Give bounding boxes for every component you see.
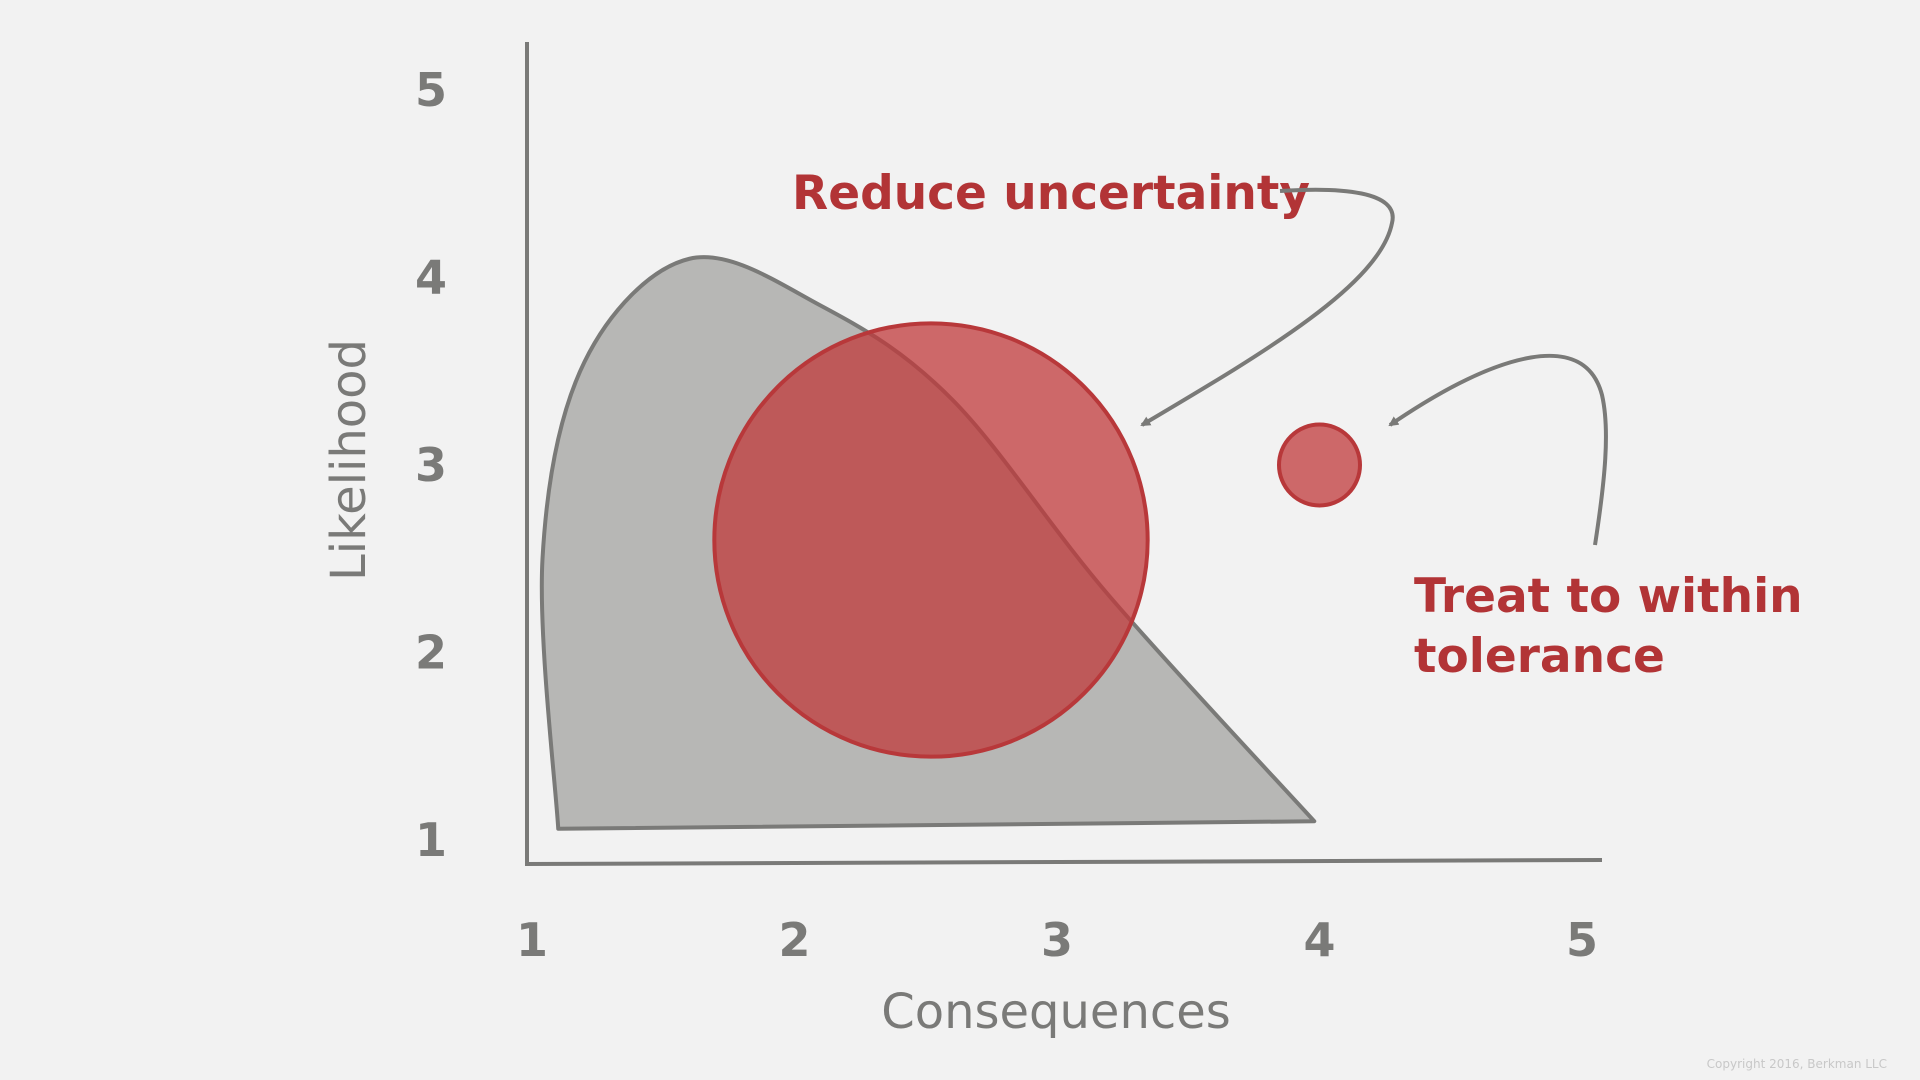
small-risk-bubble — [1277, 422, 1362, 508]
x-axis-line — [524, 858, 1603, 866]
x-tick-label: 4 — [1303, 913, 1335, 967]
y-tick-label: 2 — [415, 626, 447, 680]
large-risk-bubble — [712, 321, 1150, 759]
arrow-reduce-uncertainty — [1140, 187, 1395, 427]
x-axis-title: Consequences — [881, 984, 1231, 1040]
y-tick-label: 5 — [415, 63, 447, 117]
annotation-reduce-uncertainty: Reduce uncertainty — [792, 166, 1310, 221]
y-axis-title: Likelihood — [321, 339, 377, 581]
x-tick-label: 3 — [1041, 913, 1073, 967]
arrow-treat-to-tolerance — [1388, 353, 1608, 546]
x-tick-label: 1 — [516, 913, 548, 967]
y-tick-label: 4 — [415, 251, 447, 305]
x-tick-label: 2 — [778, 913, 810, 967]
annotation-treat-to-tolerance: Treat to within tolerance — [1414, 569, 1819, 684]
x-tick-label: 5 — [1566, 913, 1598, 967]
y-tick-label: 1 — [415, 813, 447, 867]
copyright-text: Copyright 2016, Berkman LLC — [1707, 1057, 1887, 1071]
y-tick-label: 3 — [415, 438, 447, 492]
